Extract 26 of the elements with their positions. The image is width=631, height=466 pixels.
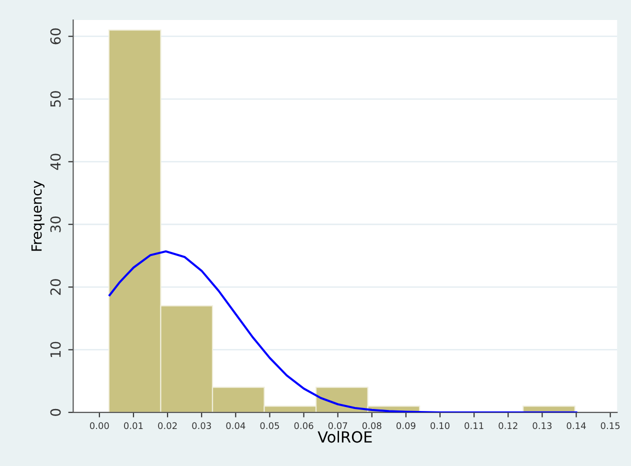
x-tick-label: 0.05 bbox=[260, 422, 279, 430]
y-tick-label: 0 bbox=[50, 408, 61, 416]
x-tick-label: 0.03 bbox=[192, 422, 211, 430]
y-tick-label: 40 bbox=[50, 154, 61, 170]
x-tick-label: 0.12 bbox=[498, 422, 518, 430]
line-series bbox=[108, 250, 578, 412]
x-tick-label: 0.13 bbox=[532, 422, 552, 430]
y-tick-label: 10 bbox=[50, 342, 61, 358]
x-tick-label: 0.02 bbox=[158, 422, 177, 430]
x-tick-label: 0.01 bbox=[124, 422, 143, 430]
x-tick-label: 0.14 bbox=[566, 422, 586, 430]
x-tick-label: 0.15 bbox=[600, 422, 620, 430]
x-tick-label: 0.09 bbox=[396, 422, 416, 430]
y-tick-label: 60 bbox=[50, 28, 61, 44]
x-tick-label: 0.04 bbox=[226, 422, 246, 430]
x-axis-title: VolROE bbox=[318, 430, 372, 443]
y-axis-title: Frequency bbox=[31, 180, 44, 251]
y-tick-label: 30 bbox=[50, 216, 61, 232]
x-tick-label: 0.11 bbox=[464, 422, 484, 430]
x-tick-label: 0.07 bbox=[328, 422, 348, 430]
x-tick-label: 0.10 bbox=[430, 422, 450, 430]
x-tick-label: 0.08 bbox=[362, 422, 382, 430]
x-tick-label: 0.00 bbox=[90, 422, 109, 430]
y-tick-label: 50 bbox=[50, 91, 61, 107]
y-tick-label: 20 bbox=[50, 279, 61, 295]
x-tick-label: 0.06 bbox=[294, 422, 314, 430]
